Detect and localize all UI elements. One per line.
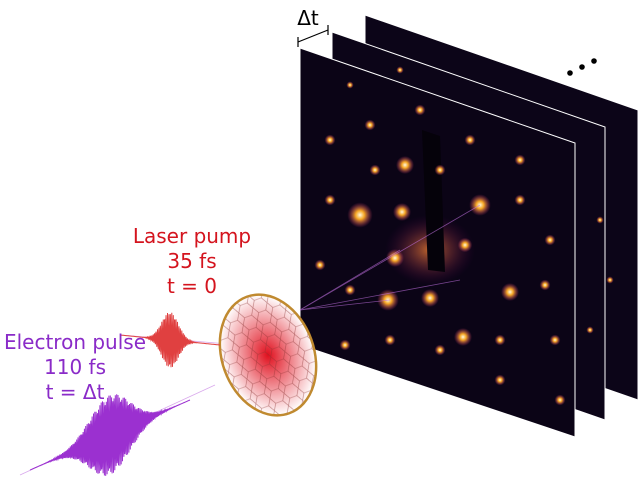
diffraction-spot	[393, 203, 411, 221]
diffraction-spot	[396, 66, 404, 74]
diffraction-spot	[454, 328, 472, 346]
diffraction-spot	[514, 154, 526, 166]
ellipsis	[567, 58, 597, 76]
diffraction-spot	[464, 134, 476, 146]
electron-name: Electron pulse	[4, 330, 146, 354]
laser-time: t = 0	[167, 274, 217, 298]
diffraction-spot	[396, 156, 414, 174]
laser-name: Laser pump	[133, 224, 251, 248]
delta-t-bracket: Δt	[297, 6, 329, 47]
diffraction-spot	[494, 334, 506, 346]
diffraction-spot	[554, 394, 566, 406]
diffraction-spot	[434, 344, 446, 356]
diffraction-spot	[544, 234, 556, 246]
diffraction-spot	[414, 104, 426, 116]
diffraction-spot	[501, 283, 519, 301]
electron-pulse	[29, 394, 191, 476]
diffraction-spot	[494, 374, 506, 386]
diffraction-spot	[434, 164, 446, 176]
electron-time: t = Δt	[46, 380, 105, 404]
diffraction-spot	[421, 289, 439, 307]
diffraction-spot	[369, 164, 381, 176]
diffraction-spot	[339, 339, 351, 351]
electron-text: Electron pulse 110 fs t = Δt	[4, 330, 146, 404]
diffraction-spot	[549, 334, 561, 346]
diffraction-spot	[347, 202, 373, 228]
diffraction-spot	[457, 237, 473, 253]
laser-duration: 35 fs	[167, 249, 216, 273]
diffraction-spot	[606, 276, 614, 284]
diffraction-spot	[346, 81, 354, 89]
diffraction-spot	[539, 279, 551, 291]
electron-duration: 110 fs	[44, 355, 106, 379]
laser-pulse	[120, 312, 220, 368]
diffraction-spot	[386, 249, 404, 267]
diffraction-spot	[586, 326, 594, 334]
frames	[299, 14, 638, 438]
diffraction-spot	[324, 134, 336, 146]
diffraction-spot	[384, 334, 396, 346]
diffraction-spot	[596, 216, 604, 224]
diffraction-spot	[314, 259, 326, 271]
diffraction-spot	[344, 284, 356, 296]
diffraction-spot	[364, 119, 376, 131]
sample	[218, 293, 318, 417]
diffraction-spot	[324, 194, 336, 206]
delta-t-label: Δt	[297, 6, 319, 30]
diffraction-spot	[514, 194, 526, 206]
laser-text: Laser pump 35 fs t = 0	[133, 224, 251, 298]
